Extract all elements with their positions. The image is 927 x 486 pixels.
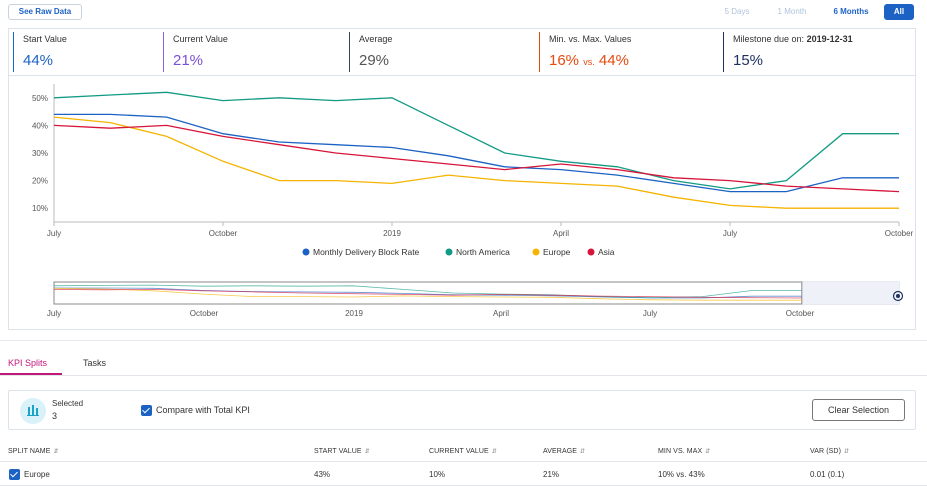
legend-marker (532, 248, 540, 256)
navigator-handle-icon (896, 294, 900, 298)
milestone-date: 2019-12-31 (806, 34, 853, 44)
y-tick-label: 30% (32, 149, 48, 158)
navigator-tick-label: July (47, 309, 61, 318)
stat-average: Average 29% (349, 32, 537, 72)
sort-icon: ⇵ (53, 449, 59, 455)
navigator-tick-label: October (190, 309, 219, 318)
legend-label: North America (456, 247, 510, 257)
stat-max: 44% (598, 52, 629, 69)
kpi-chart-panel: 50% 40% 30% 20% 10% July October 2019 April July O… (8, 76, 916, 330)
x-tick-label: April (553, 229, 569, 238)
compare-checkbox[interactable] (141, 405, 152, 416)
stat-vs: vs. (583, 57, 595, 67)
stat-label: Current Value (173, 34, 228, 44)
x-tick-label: July (723, 229, 737, 238)
stat-label: Milestone due on: 2019-12-31 (733, 34, 853, 44)
stat-value: 21% (173, 52, 204, 69)
x-tick-label: October (209, 229, 238, 238)
legend-label: Asia (598, 247, 615, 257)
range-1-month[interactable]: 1 Month (777, 7, 807, 16)
column-header-min-vs-max[interactable]: MIN VS. MAX ⇵ (658, 448, 711, 455)
legend-marker (445, 248, 453, 256)
column-header-var-sd[interactable]: VAR (SD) ⇵ (810, 448, 850, 455)
range-all[interactable]: All (884, 4, 914, 20)
stat-label: Min. vs. Max. Values (549, 34, 632, 44)
y-tick-label: 50% (32, 94, 48, 103)
clear-selection-button[interactable]: Clear Selection (812, 399, 905, 421)
legend-label: Monthly Delivery Block Rate (313, 247, 420, 257)
legend-marker (587, 248, 595, 256)
x-tick-label: October (885, 229, 914, 238)
series-line (53, 116, 899, 209)
stat-current-value: Current Value 21% (163, 32, 347, 72)
sort-icon: ⇵ (844, 449, 850, 455)
navigator-tick-label: 2019 (345, 309, 363, 318)
selected-label: Selected (52, 399, 84, 408)
y-tick-label: 10% (32, 204, 48, 213)
bar-chart-icon (20, 398, 46, 424)
kpi-stats-row: Start Value 44% Current Value 21% Averag… (8, 28, 916, 76)
stat-value: 16% vs. 44% (549, 52, 629, 69)
cell-var-sd: 0.01 (0.1) (810, 470, 845, 479)
series-line (54, 113, 899, 193)
sort-icon: ⇵ (364, 449, 370, 455)
navigator-tick-label: October (786, 309, 815, 318)
splits-table-header: SPLIT NAME ⇵ START VALUE ⇵ CURRENT VALUE ⇵ … (0, 444, 927, 462)
row-checkbox[interactable] (9, 469, 20, 480)
column-header-split-name[interactable]: SPLIT NAME ⇵ (8, 448, 59, 455)
x-tick-label: 2019 (383, 229, 401, 238)
navigator-tick-label: April (493, 309, 509, 318)
range-6-months[interactable]: 6 Months (833, 7, 869, 16)
compare-label: Compare with Total KPI (156, 405, 250, 415)
stat-label: Start Value (23, 34, 67, 44)
sort-icon: ⇵ (580, 449, 586, 455)
tab-tasks[interactable]: Tasks (83, 358, 107, 368)
stat-value: 44% (23, 52, 54, 69)
cell-current-value: 10% (429, 470, 446, 479)
stat-min-max: Min. vs. Max. Values 16% vs. 44% (539, 32, 723, 72)
navigator-series-line (53, 288, 802, 299)
stat-milestone: Milestone due on: 2019-12-31 15% (723, 32, 913, 72)
navigator-tick-label: July (643, 309, 657, 318)
line-chart: 50% 40% 30% 20% 10% July October 2019 April July O… (32, 84, 914, 318)
navigator-selection (53, 281, 803, 305)
legend-label: Europe (543, 247, 571, 257)
top-toolbar: See Raw Data 5 Days 1 Month 6 Months All (0, 0, 927, 28)
milestone-label: Milestone due on: (733, 34, 805, 44)
navigator-unselected-area (801, 282, 899, 304)
column-header-start-value[interactable]: START VALUE ⇵ (314, 448, 370, 455)
section-divider (0, 340, 927, 341)
cell-average: 21% (543, 470, 560, 479)
x-tick-label: July (47, 229, 61, 238)
series-line (53, 91, 899, 190)
table-row[interactable]: Europe 43% 10% 21% 10% vs. 43% 0.01 (0.1… (0, 464, 927, 486)
y-tick-label: 20% (32, 177, 48, 186)
selected-count: 3 (52, 411, 58, 421)
selection-panel: Selected 3 Compare with Total KPI Clear … (8, 390, 916, 430)
active-tab-indicator (0, 373, 62, 375)
tab-bar: KPI Splits Tasks (0, 350, 927, 376)
cell-split-name: Europe (24, 470, 50, 479)
column-header-average[interactable]: AVERAGE ⇵ (543, 448, 586, 455)
y-tick-label: 40% (32, 121, 48, 130)
range-5-days[interactable]: 5 Days (724, 7, 750, 16)
column-header-current-value[interactable]: CURRENT VALUE ⇵ (429, 448, 497, 455)
cell-start-value: 43% (314, 470, 331, 479)
stat-label: Average (359, 34, 393, 44)
see-raw-data-button[interactable]: See Raw Data (8, 4, 82, 20)
stat-value: 15% (733, 52, 764, 69)
navigator-series-line (53, 287, 802, 301)
stat-start-value: Start Value 44% (13, 32, 163, 72)
stat-min: 16% (549, 52, 580, 69)
series-line (53, 124, 900, 193)
navigator-handle-icon (892, 290, 904, 302)
tab-kpi-splits[interactable]: KPI Splits (8, 358, 48, 368)
navigator-series-line (54, 287, 802, 299)
cell-min-vs-max: 10% vs. 43% (658, 470, 705, 479)
stat-value: 29% (359, 52, 390, 69)
sort-icon: ⇵ (705, 449, 711, 455)
sort-icon: ⇵ (491, 449, 497, 455)
legend-marker (302, 248, 310, 256)
